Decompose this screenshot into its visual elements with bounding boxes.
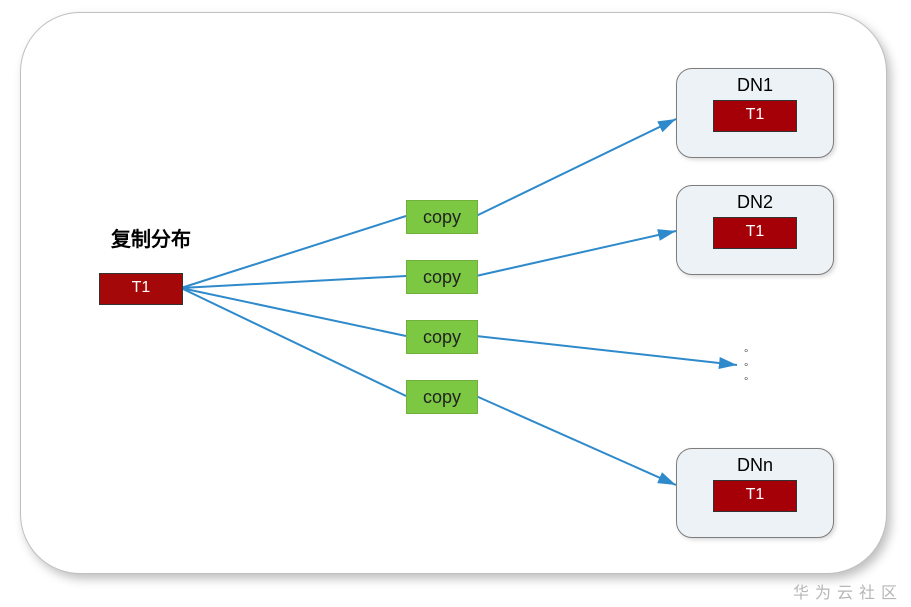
dn-title-1: DN1 [677, 75, 833, 96]
dn-inner-2: T1 [713, 217, 797, 249]
diagram-title: 复制分布 [111, 223, 191, 252]
copy-box-3: copy [406, 320, 478, 354]
dn-title-2: DN2 [677, 192, 833, 213]
dn-box-2: DN2 T1 [676, 185, 834, 275]
dn-box-n: DNn T1 [676, 448, 834, 538]
dn-box-1: DN1 T1 [676, 68, 834, 158]
copy-box-2: copy [406, 260, 478, 294]
dn-inner-1: T1 [713, 100, 797, 132]
copy-box-1: copy [406, 200, 478, 234]
dn-title-n: DNn [677, 455, 833, 476]
dn-inner-n: T1 [713, 480, 797, 512]
source-node: T1 [99, 273, 183, 305]
copy-box-4: copy [406, 380, 478, 414]
watermark: 华为云社区 [793, 579, 903, 603]
ellipsis-dots: ∘ ∘ ∘ [743, 345, 749, 387]
diagram-frame: 复制分布 T1 copy copy copy copy DN1 T1 DN2 T… [20, 12, 887, 574]
source-node-label: T1 [132, 279, 151, 296]
